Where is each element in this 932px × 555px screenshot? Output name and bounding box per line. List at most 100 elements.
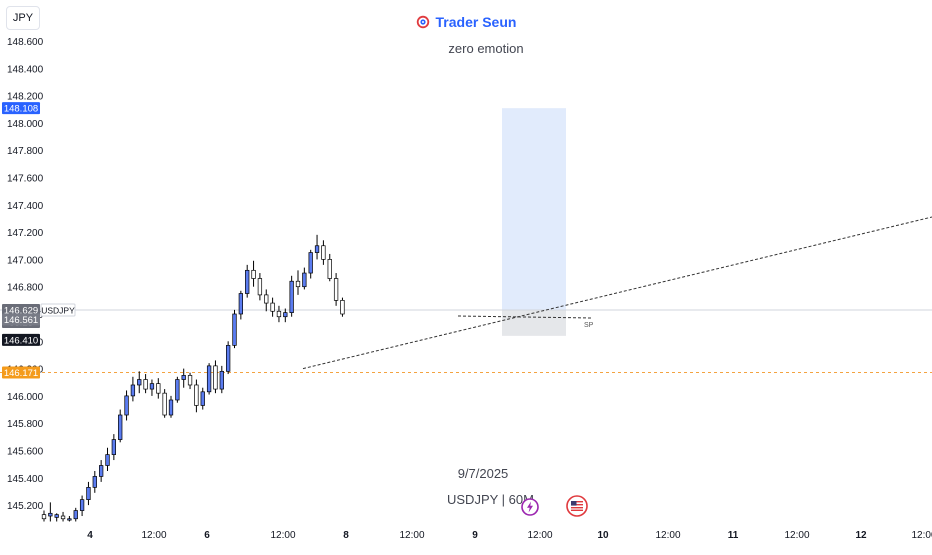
candle-body (149, 383, 155, 390)
price-label-orange: 146.171 (2, 366, 40, 379)
candle (245, 264, 250, 298)
x-tick-label: 4 (87, 530, 93, 541)
candle-body (118, 414, 123, 440)
candle-body (187, 375, 193, 386)
candle (226, 341, 231, 375)
price-label-text: 148.108 (4, 104, 38, 115)
candle (79, 495, 85, 517)
candle (251, 260, 256, 287)
y-tick-label: 148.000 (7, 119, 44, 130)
candle (283, 308, 288, 323)
candle-body (226, 345, 231, 372)
candle-body (340, 300, 345, 315)
candle (194, 379, 199, 413)
candle (340, 297, 345, 317)
position-box-target (502, 108, 566, 311)
candle (238, 290, 244, 320)
candle-body (270, 302, 275, 312)
candle-body (67, 518, 72, 521)
x-tick-label: 12:00 (399, 530, 424, 541)
candle-body (232, 313, 237, 346)
x-tick-label: 8 (343, 530, 349, 541)
candle-body (48, 512, 53, 517)
lightning-icon[interactable] (521, 498, 539, 516)
price-label-text: 146.561 (4, 315, 38, 326)
candle-body (73, 510, 78, 520)
x-tick-label: 12:00 (141, 530, 166, 541)
price-label-bg (2, 366, 40, 379)
candle-body (308, 252, 313, 274)
candle (264, 289, 269, 312)
candle (92, 470, 97, 493)
price-label-dark: 146.629 USDJPY (2, 303, 76, 317)
target-icon (416, 15, 429, 29)
symbol-tag-text: USDJPY (41, 306, 75, 316)
price-label-bg (2, 333, 40, 346)
candle-body (206, 365, 212, 393)
us-flag-icon[interactable] (566, 495, 588, 517)
price-label-bg (2, 102, 40, 115)
candle (86, 481, 91, 506)
candle (321, 240, 326, 265)
candle (289, 275, 294, 317)
candle-body (264, 294, 269, 304)
candle-body (98, 465, 104, 477)
candle-body (92, 476, 97, 488)
y-tick-label: 148.200 (7, 92, 44, 103)
watermark-symbol: USDJPY | 60M (447, 492, 534, 507)
price-label-text: 146.410 (4, 335, 38, 346)
candle-body (137, 379, 142, 386)
y-tick-label: 146.000 (7, 392, 44, 403)
candle (327, 253, 332, 282)
candle (60, 511, 66, 522)
candle-body (79, 499, 85, 511)
candle (200, 387, 205, 410)
candle-body (283, 312, 288, 318)
currency-button[interactable]: JPY (6, 6, 40, 30)
candle (333, 273, 339, 306)
candle-body (327, 259, 332, 279)
candle-body (276, 310, 282, 318)
watermark-date: 9/7/2025 (457, 466, 509, 481)
brand-subtitle: zero emotion (448, 41, 524, 56)
candle (308, 249, 313, 279)
candle-body (238, 293, 244, 315)
x-tick-label: 12:00 (784, 530, 809, 541)
candle (213, 360, 218, 394)
candle (98, 460, 104, 482)
price-label-bg (2, 304, 40, 317)
y-tick-label: 148.600 (7, 37, 44, 48)
y-tick-label: 145.200 (7, 501, 44, 512)
candle-body (86, 487, 91, 500)
y-tick-label: 147.200 (7, 228, 44, 239)
candle-body (333, 278, 339, 301)
price-label-gray: 146.561 (2, 313, 40, 326)
candle (124, 390, 129, 421)
candle (181, 368, 186, 388)
candle-body (213, 365, 218, 390)
candle-body (54, 514, 59, 518)
candle-body (162, 392, 167, 416)
candle (48, 502, 53, 522)
y-tick-label: 148.400 (7, 64, 44, 75)
candle (206, 363, 212, 395)
candle (295, 270, 301, 295)
x-tick-label: 10 (597, 530, 609, 541)
y-tick-label: 147.800 (7, 146, 44, 157)
candle-body (124, 395, 129, 416)
y-tick-label: 147.000 (7, 255, 44, 266)
candle (118, 409, 123, 443)
candle (105, 447, 110, 471)
candle-body (143, 379, 148, 390)
candle-body (181, 375, 186, 380)
candle (162, 389, 167, 418)
candle-body (175, 379, 180, 401)
candle (219, 365, 224, 394)
candle-body (41, 514, 47, 520)
candle-body (130, 384, 136, 397)
candle-body (257, 278, 263, 296)
candle-body (245, 269, 250, 294)
candle (54, 513, 59, 522)
candle-body (289, 280, 294, 313)
